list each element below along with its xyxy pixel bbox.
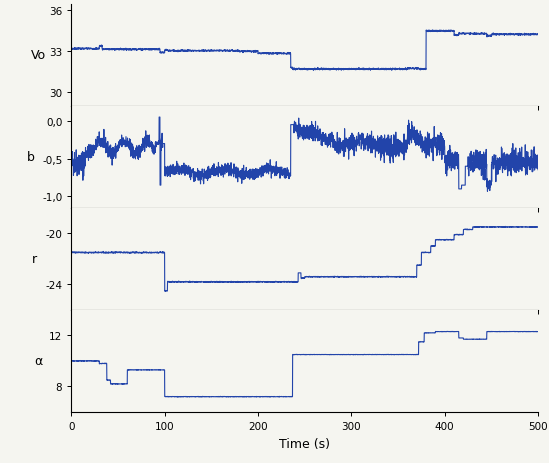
X-axis label: Time (s): Time (s) <box>279 437 330 450</box>
Y-axis label: r: r <box>32 253 37 266</box>
Y-axis label: Vo: Vo <box>30 49 46 62</box>
Y-axis label: α: α <box>34 355 42 368</box>
Y-axis label: b: b <box>27 151 35 164</box>
